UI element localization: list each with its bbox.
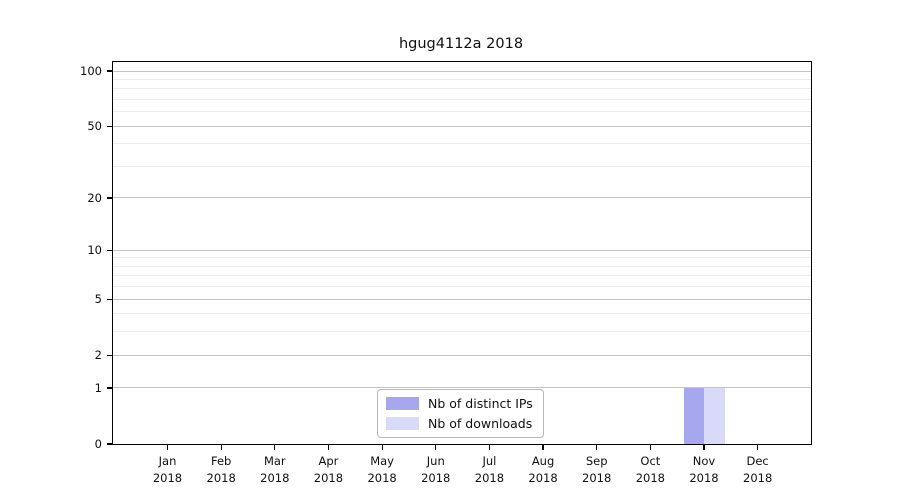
x-tick-label: May 2018: [367, 454, 397, 486]
y-gridline-major: [113, 249, 811, 251]
y-gridline-major: [113, 125, 811, 127]
x-tick-label: Jul 2018: [474, 454, 505, 486]
y-tick-label: 100: [80, 64, 102, 78]
x-tick-label: Jun 2018: [421, 454, 451, 486]
y-gridline-minor: [113, 286, 811, 288]
x-tick-label: Sep 2018: [582, 454, 612, 486]
y-gridline-major: [113, 354, 811, 356]
y-tick-label: 20: [87, 190, 102, 205]
x-tick: [166, 445, 169, 451]
y-gridline-minor: [113, 143, 811, 145]
y-tick: [106, 298, 112, 300]
y-tick-label: 10: [87, 243, 102, 258]
y-tick: [106, 443, 112, 445]
y-gridline-minor: [113, 331, 811, 333]
y-gridline-major: [113, 387, 811, 389]
x-tick-label: Oct 2018: [635, 454, 665, 486]
legend-item-distinct-ips: Nb of distinct IPs: [386, 396, 533, 411]
x-tick: [327, 445, 330, 451]
legend-swatch-distinct-ips-icon: [386, 397, 419, 410]
y-gridline-major: [113, 197, 811, 199]
y-tick: [106, 70, 112, 72]
y-gridline-minor: [113, 165, 811, 167]
legend-swatch-downloads-icon: [386, 417, 419, 430]
legend-label-distinct-ips: Nb of distinct IPs: [428, 396, 533, 411]
x-tick: [649, 445, 651, 451]
y-gridline-minor: [113, 98, 811, 100]
x-tick-label: Feb 2018: [206, 454, 236, 486]
plot-area: 0 1 2 5 10 20 50 100 Jan 2018 Feb 2018 Mar 2018 Apr…: [80, 61, 812, 485]
x-tick-label: Nov 2018: [689, 454, 719, 486]
legend-label-downloads: Nb of downloads: [428, 416, 533, 431]
y-tick-label: 5: [94, 292, 102, 307]
bar-downloads: [704, 387, 725, 444]
y-tick: [106, 197, 112, 199]
x-tick: [703, 445, 705, 451]
x-tick: [220, 445, 222, 451]
x-tick-label: Apr 2018: [313, 454, 344, 486]
y-tick-label: 2: [94, 348, 102, 363]
x-tick-label: Mar 2018: [260, 454, 290, 486]
y-gridline-minor: [113, 88, 811, 90]
y-gridline-major: [113, 70, 811, 72]
chart-title: hgug4112a 2018: [398, 36, 524, 52]
x-tick: [381, 445, 383, 451]
x-tick: [274, 445, 276, 451]
legend: Nb of distinct IPs Nb of downloads: [377, 389, 544, 438]
x-tick: [435, 445, 437, 451]
x-tick: [488, 445, 490, 451]
y-tick: [106, 249, 112, 251]
y-gridline-minor: [113, 313, 811, 315]
y-gridline-minor: [113, 275, 811, 277]
x-tick: [757, 445, 759, 451]
x-tick: [596, 445, 598, 451]
y-gridline-minor: [113, 257, 811, 259]
y-gridline-minor: [113, 111, 811, 113]
bar-distinct-ips: [683, 387, 704, 444]
y-tick: [106, 387, 112, 389]
y-tick-label: 1: [94, 380, 102, 395]
y-gridline-minor: [113, 265, 811, 267]
y-tick: [106, 125, 112, 127]
x-tick: [542, 445, 544, 451]
legend-item-downloads: Nb of downloads: [386, 416, 533, 431]
y-tick-label: 50: [87, 119, 102, 134]
y-gridline-major: [113, 298, 811, 300]
x-tick-label: Aug 2018: [528, 454, 558, 486]
x-tick-label: Dec 2018: [743, 454, 773, 486]
y-tick: [106, 354, 112, 356]
y-gridline-minor: [113, 78, 811, 80]
y-tick-label: 0: [94, 437, 102, 451]
x-tick-label: Jan 2018: [152, 454, 183, 486]
